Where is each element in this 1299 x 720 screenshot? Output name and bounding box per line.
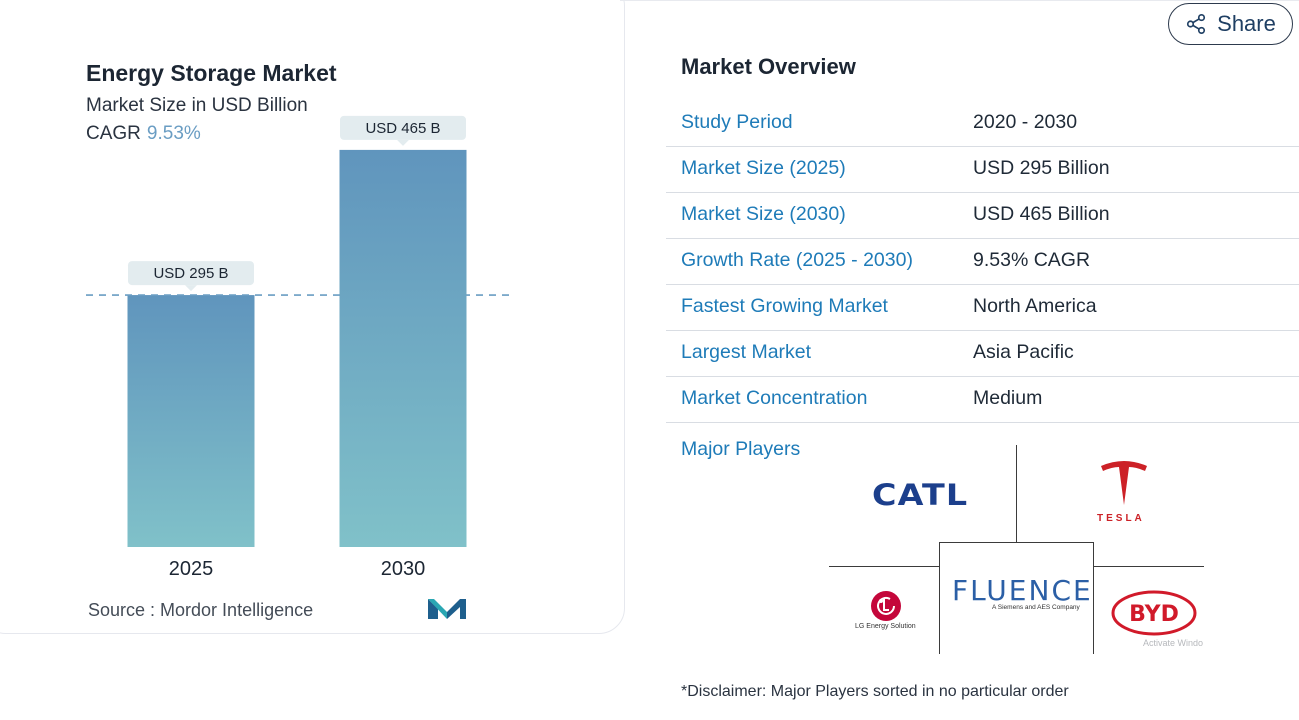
overview-row: Market Concentration Medium <box>666 377 1299 423</box>
overview-row: Growth Rate (2025 - 2030) 9.53% CAGR <box>666 239 1299 285</box>
cagr-label: CAGR <box>86 123 141 144</box>
chart-bar-fill <box>127 296 255 547</box>
overview-value: 2020 - 2030 <box>973 111 1078 133</box>
chart-title: Energy Storage Market <box>86 60 337 86</box>
top-divider <box>620 0 1299 1</box>
source-text: Source : Mordor Intelligence <box>88 600 314 620</box>
overview-row: Fastest Growing Market North America <box>666 285 1299 331</box>
lg-logo-icon[interactable] <box>870 590 902 622</box>
players-divider <box>1094 566 1204 567</box>
overview-key-link[interactable]: Market Concentration <box>681 387 868 409</box>
overview-row: Study Period 2020 - 2030 <box>666 101 1299 147</box>
overview-title: Market Overview <box>681 54 856 79</box>
x-tick-label: 2025 <box>169 558 214 580</box>
overview-key-link[interactable]: Largest Market <box>681 341 812 363</box>
overview-row: Largest Market Asia Pacific <box>666 331 1299 377</box>
overview-row: Market Size (2030) USD 465 Billion <box>666 193 1299 239</box>
activate-windows-watermark: Activate Windo <box>1143 638 1204 648</box>
byd-wordmark: BYD <box>1129 602 1179 627</box>
catl-logo[interactable]: CATL <box>872 478 969 512</box>
chart-card <box>0 0 625 634</box>
share-label: Share <box>1217 11 1276 36</box>
overview-key-link[interactable]: Market Size (2030) <box>681 203 846 225</box>
overview-key-link[interactable]: Growth Rate (2025 - 2030) <box>681 249 913 271</box>
major-players-link[interactable]: Major Players <box>681 438 801 460</box>
overview-value: Medium <box>973 387 1043 409</box>
overview-value: USD 465 Billion <box>973 203 1110 225</box>
overview-key-link[interactable]: Study Period <box>681 111 793 133</box>
data-label-bg <box>128 261 254 286</box>
data-label-pointer <box>397 139 409 146</box>
data-label-pointer <box>185 285 197 292</box>
lg-wordmark: LG Energy Solution <box>855 623 916 630</box>
fluence-tagline: A Siemens and AES Company <box>992 604 1080 611</box>
cagr-value: 9.53% <box>146 123 201 144</box>
overview-value: USD 295 Billion <box>973 157 1110 179</box>
data-label-bg <box>340 115 466 140</box>
chart-cagr: CAGR 9.53% <box>86 123 201 145</box>
tesla-wordmark: TESLA <box>1097 513 1145 524</box>
players-divider <box>829 566 939 567</box>
overview-value: North America <box>973 295 1097 317</box>
chart-subtitle: Market Size in USD Billion <box>86 95 308 116</box>
overview-key-link[interactable]: Market Size (2025) <box>681 157 846 179</box>
mordor-logo-icon <box>428 599 466 619</box>
tesla-logo-icon[interactable] <box>1099 460 1149 506</box>
overview-key-link[interactable]: Fastest Growing Market <box>681 295 888 317</box>
overview-row: Market Size (2025) USD 295 Billion <box>666 147 1299 193</box>
x-tick-label: 2030 <box>381 558 426 580</box>
share-button[interactable]: Share <box>1168 3 1293 45</box>
byd-logo[interactable]: BYD <box>1111 590 1197 636</box>
bar-chart: USD 295 B USD 465 B 2025 2030 <box>86 115 512 580</box>
data-label: USD 295 B <box>153 265 228 282</box>
fluence-logo[interactable]: FLUENCE <box>952 574 1093 607</box>
overview-value: Asia Pacific <box>973 341 1074 363</box>
share-icon <box>1187 14 1206 34</box>
disclaimer-text: *Disclaimer: Major Players sorted in no … <box>681 683 1069 700</box>
players-divider <box>1016 445 1017 542</box>
players-center-box <box>939 542 1094 654</box>
data-label: USD 465 B <box>365 120 440 137</box>
overview-value: 9.53% CAGR <box>973 249 1091 271</box>
chart-bar-fill <box>339 150 467 547</box>
